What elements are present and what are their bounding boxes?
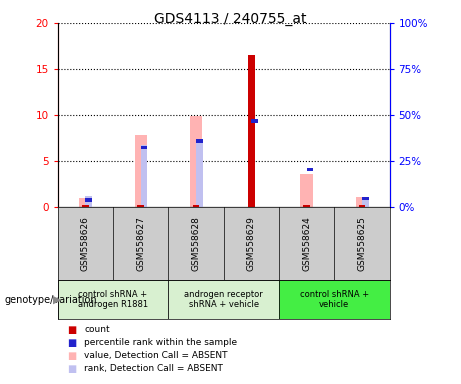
Bar — [279, 280, 390, 319]
Text: androgen receptor
shRNA + vehicle: androgen receptor shRNA + vehicle — [184, 290, 263, 309]
Bar — [135, 136, 147, 207]
Bar — [303, 205, 310, 207]
Bar — [196, 139, 202, 143]
Text: GSM558628: GSM558628 — [191, 217, 201, 271]
Bar — [251, 119, 258, 122]
Text: ■: ■ — [67, 325, 76, 335]
Text: percentile rank within the sample: percentile rank within the sample — [84, 338, 237, 348]
Bar — [356, 197, 368, 207]
Text: control shRNA +
androgen R1881: control shRNA + androgen R1881 — [78, 290, 148, 309]
Text: ▶: ▶ — [53, 295, 61, 305]
Bar — [301, 174, 313, 207]
Bar — [85, 198, 92, 202]
Bar — [141, 146, 147, 149]
Text: GSM558629: GSM558629 — [247, 217, 256, 271]
Bar — [248, 55, 254, 207]
Text: value, Detection Call = ABSENT: value, Detection Call = ABSENT — [84, 351, 228, 361]
Bar — [307, 168, 313, 171]
Bar — [141, 145, 147, 207]
Bar — [82, 205, 89, 207]
Text: ■: ■ — [67, 351, 76, 361]
Text: ■: ■ — [67, 338, 76, 348]
Bar — [58, 280, 168, 319]
Text: GSM558624: GSM558624 — [302, 217, 311, 271]
Bar — [359, 205, 365, 207]
Text: rank, Detection Call = ABSENT: rank, Detection Call = ABSENT — [84, 364, 223, 374]
Text: GDS4113 / 240755_at: GDS4113 / 240755_at — [154, 12, 307, 25]
Bar — [193, 205, 199, 207]
Text: control shRNA +
vehicle: control shRNA + vehicle — [300, 290, 369, 309]
Bar — [168, 280, 279, 319]
Bar — [196, 139, 202, 207]
Text: genotype/variation: genotype/variation — [5, 295, 97, 305]
Text: count: count — [84, 325, 110, 334]
Text: GSM558627: GSM558627 — [136, 217, 145, 271]
Bar — [79, 198, 91, 207]
Bar — [85, 196, 92, 207]
Text: ■: ■ — [67, 364, 76, 374]
Bar — [362, 197, 368, 207]
Text: GSM558625: GSM558625 — [357, 217, 366, 271]
Bar — [362, 197, 368, 200]
Bar — [137, 205, 144, 207]
Text: GSM558626: GSM558626 — [81, 217, 90, 271]
Bar — [190, 116, 202, 207]
